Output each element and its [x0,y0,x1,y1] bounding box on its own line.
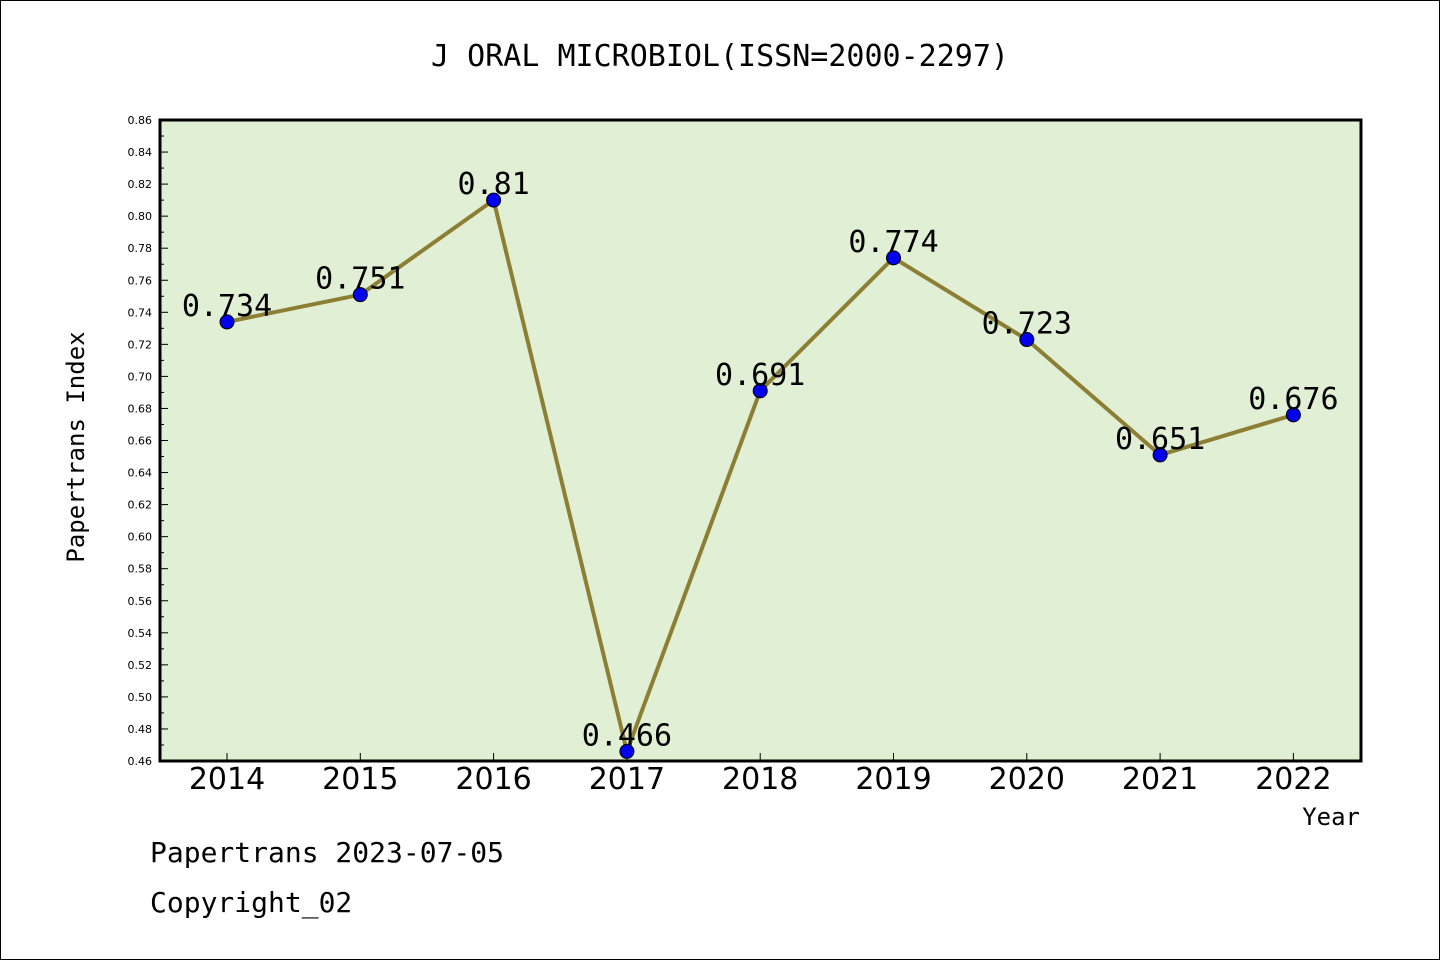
data-point-marker [219,314,235,330]
series-line-group: 0.734 0.751 0.81 0.466 0.691 0.774 0.723 0.651 0… [182,167,1339,759]
data-label: 0.723 [982,307,1072,342]
data-label: 0.466 [582,718,672,753]
y-tick-label: 0.64 [128,467,153,480]
x-tick-label: 2014 [189,762,265,797]
y-tick-label: 0.48 [128,723,153,736]
data-label: 0.734 [182,289,272,324]
data-point-marker [752,383,768,399]
x-tick-label: 2016 [455,762,531,797]
y-axis-label: Papertrans Index [62,331,90,562]
x-tick-label: 2015 [322,762,398,797]
x-axis-label: Year [1302,803,1360,831]
y-tick-label: 0.52 [128,659,153,672]
data-label: 0.81 [457,167,529,202]
data-label: 0.751 [315,262,405,297]
data-label: 0.651 [1115,422,1205,457]
y-axis: 0.46 0.48 0.50 0.52 0.54 0.56 0.58 0.60 0.62 0.64… [128,114,168,768]
y-tick-label: 0.68 [128,402,153,415]
x-tick-label: 2019 [855,762,931,797]
footer-source-date: Papertrans 2023-07-05 [150,836,505,869]
x-tick-label: 2021 [1122,762,1198,797]
y-tick-label: 0.62 [128,499,153,512]
x-tick-label: 2022 [1255,762,1331,797]
data-point-marker [486,192,502,208]
y-tick-label: 0.50 [128,691,153,704]
x-axis: 2014 2015 2016 2017 2018 2019 2020 2021 2022 [189,753,1332,797]
data-point-marker [1019,332,1035,348]
y-tick-label: 0.60 [128,531,153,544]
chart-title: J ORAL MICROBIOL(ISSN=2000-2297) [431,39,1009,74]
footer-copyright: Copyright_02 [150,886,353,919]
data-point-marker [1152,447,1168,463]
y-tick-label: 0.72 [128,338,153,351]
y-tick-label: 0.82 [128,178,153,191]
y-tick-label: 0.78 [128,242,153,255]
data-point-marker [1285,407,1301,423]
data-label: 0.676 [1248,382,1338,417]
x-tick-label: 2020 [989,762,1065,797]
y-tick-label: 0.46 [128,755,153,768]
y-tick-label: 0.70 [128,370,153,383]
data-label: 0.691 [715,358,805,393]
x-tick-label: 2018 [722,762,798,797]
data-point-marker [352,287,368,303]
y-tick-label: 0.56 [128,595,153,608]
y-tick-label: 0.84 [128,146,153,159]
y-tick-label: 0.58 [128,563,153,576]
plot-area [158,118,1363,763]
y-tick-label: 0.66 [128,435,153,448]
y-tick-label: 0.54 [128,627,153,640]
y-tick-label: 0.74 [128,306,153,319]
y-tick-label: 0.86 [128,114,153,127]
y-tick-label: 0.80 [128,210,153,223]
data-label: 0.774 [848,225,938,260]
x-tick-label: 2017 [589,762,665,797]
y-tick-label: 0.76 [128,274,153,287]
data-point-marker [619,743,635,759]
data-point-marker [886,250,901,266]
